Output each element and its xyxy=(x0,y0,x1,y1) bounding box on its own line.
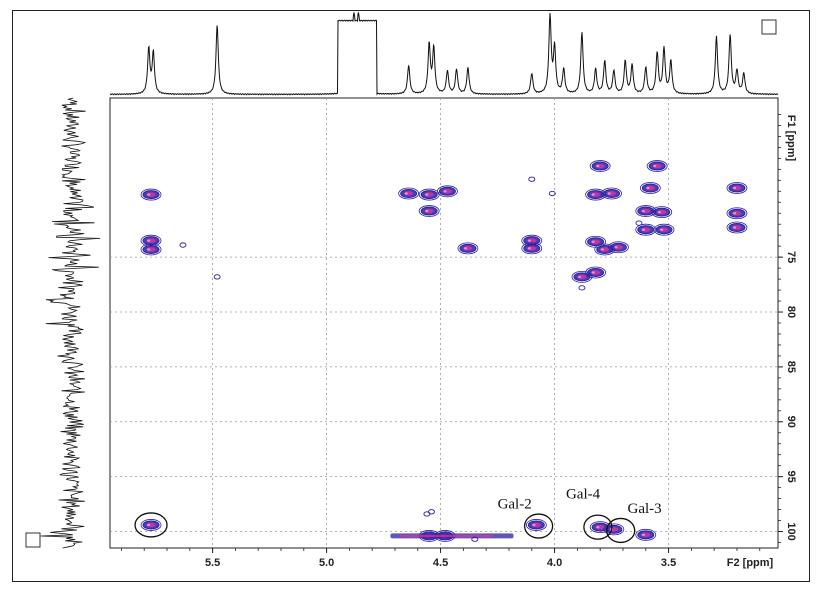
small-contour xyxy=(471,536,479,542)
cross-peak xyxy=(140,234,162,247)
annotation-label: Gal-4 xyxy=(566,487,601,503)
cross-peak xyxy=(635,528,657,541)
small-contour xyxy=(578,285,586,291)
cross-peak xyxy=(639,182,661,194)
small-contour xyxy=(528,176,536,182)
cross-peak xyxy=(457,242,479,255)
axes: 5.5 5.0 4.5 4.0 3.5 75 80 85 90 95 100 xyxy=(120,114,797,569)
top-right-box-icon xyxy=(761,19,777,35)
cross-peak xyxy=(525,519,547,531)
cross-peak xyxy=(140,188,162,201)
y-tick-label: 80 xyxy=(785,306,797,318)
figure-frame xyxy=(12,10,810,582)
cross-peak xyxy=(418,188,440,201)
small-contour xyxy=(635,220,643,226)
small-contour xyxy=(548,190,556,197)
highlight-circle xyxy=(523,513,554,539)
annotation-label: Gal-3 xyxy=(628,501,662,517)
cross-peak xyxy=(726,221,748,234)
cross-peak xyxy=(635,205,657,217)
cross-peak xyxy=(646,160,668,172)
x-tick-label: 5.5 xyxy=(205,557,220,569)
cross-peak xyxy=(653,223,675,236)
cross-peak xyxy=(437,185,458,198)
y-tick-label: 75 xyxy=(785,251,797,263)
plot-area xyxy=(109,97,779,549)
y-axis-title: F1 [ppm] xyxy=(785,115,797,162)
cross-peak xyxy=(140,243,162,256)
cross-peak xyxy=(521,242,543,255)
cross-peak xyxy=(601,187,622,200)
cross-peak xyxy=(585,235,607,248)
cross-peak xyxy=(571,271,593,283)
cross-peak xyxy=(398,187,420,200)
annotations: Gal-2 Gal-4 Gal-3 xyxy=(134,487,662,544)
f1-projection-spectrum xyxy=(40,97,101,549)
highlight-circle xyxy=(606,517,636,544)
grid-lines xyxy=(110,98,778,548)
cross-peak xyxy=(726,182,748,194)
x-axis-title: F2 [ppm] xyxy=(727,557,774,569)
y-tick-label: 100 xyxy=(785,522,797,540)
small-contour xyxy=(179,242,187,248)
small-contour xyxy=(428,509,435,515)
cross-peak xyxy=(418,205,440,217)
y-tick-label: 90 xyxy=(785,416,797,428)
cross-peak xyxy=(635,223,657,236)
bottom-left-box-icon xyxy=(25,532,41,548)
cross-peak-streak xyxy=(390,533,514,539)
annotation-label: Gal-2 xyxy=(498,496,532,512)
cross-peak xyxy=(726,207,748,220)
highlight-circle xyxy=(134,512,168,538)
cross-peak xyxy=(140,519,162,531)
cross-peak xyxy=(589,160,611,172)
x-tick-label: 3.5 xyxy=(661,557,676,569)
cross-peak xyxy=(594,243,616,256)
x-tick-label: 5.0 xyxy=(319,557,334,569)
f2-projection-spectrum xyxy=(109,11,779,96)
y-tick-label: 95 xyxy=(785,471,797,483)
cross-peak xyxy=(651,206,673,219)
x-tick-label: 4.5 xyxy=(433,557,448,569)
cross-peak xyxy=(585,266,607,279)
y-tick-label: 85 xyxy=(785,361,797,373)
cross-peaks xyxy=(140,160,748,542)
x-tick-label: 4.0 xyxy=(547,557,562,569)
small-contour xyxy=(213,274,221,280)
highlight-circle xyxy=(583,514,613,540)
